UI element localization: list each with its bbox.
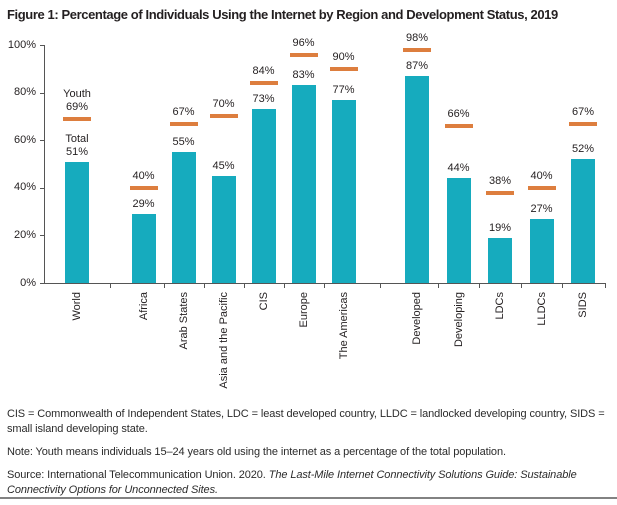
x-tick (605, 283, 606, 288)
y-tick (40, 187, 44, 189)
bar-africa (131, 213, 156, 283)
total-value-label-the-americas: 77% (332, 83, 355, 96)
x-label-text-asia-and-the-pacific: Asia and the Pacific (217, 292, 230, 389)
x-label-text-europe: Europe (297, 292, 310, 328)
bar-arab-states (171, 152, 196, 283)
x-tick (437, 283, 439, 288)
youth-dash-lldcs (527, 185, 556, 190)
y-tick-label: 40% (13, 181, 36, 194)
x-tick (323, 283, 325, 288)
bar-asia-and-the-pacific (211, 175, 236, 283)
y-tick-label: 60% (13, 133, 36, 146)
youth-dash-developing (444, 123, 473, 128)
total-value-label-developing: 44% (447, 162, 470, 175)
x-label-text-lldcs: LLDCs (535, 292, 548, 326)
bar-developing (446, 178, 471, 283)
youth-value-label-arab-states: 67% (172, 105, 195, 118)
total-value-label-ldcs: 19% (488, 221, 512, 234)
source-title: The Last-Mile Internet Connectivity Solu… (7, 469, 577, 496)
bar-world (65, 161, 89, 283)
youth-dash-the-americas (329, 66, 358, 71)
youth-dash-arab-states (169, 121, 198, 126)
y-tick (40, 45, 44, 46)
x-tick (243, 283, 245, 288)
x-label-text-developed: Developed (411, 292, 423, 345)
total-value-label-cis: 73% (252, 93, 275, 106)
x-tick (562, 283, 564, 288)
total-value-label-arab-states: 55% (172, 136, 195, 149)
total-value-label-developed: 87% (405, 59, 429, 72)
youth-value-label-europe: 96% (292, 36, 315, 49)
bar-cis (251, 109, 276, 283)
bar-sids (571, 159, 595, 283)
abbreviations-note: CIS = Commonwealth of Independent States… (7, 408, 605, 435)
x-label-text-world: World (71, 292, 83, 321)
bar-the-americas (331, 99, 356, 283)
youth-value-label-cis: 84% (252, 65, 275, 78)
youth-value-label-asia-and-the-pacific: 70% (212, 98, 235, 111)
youth-value-label-sids: 67% (571, 105, 595, 118)
total-value-label-africa: 29% (132, 197, 155, 210)
y-tick (40, 235, 44, 237)
y-tick (40, 283, 44, 284)
x-label-text-cis: CIS (257, 292, 270, 311)
x-tick (203, 283, 205, 288)
bar-developed (405, 75, 429, 283)
youth-dash-africa (129, 185, 158, 190)
figure-title: Figure 1: Percentage of Individuals Usin… (7, 7, 558, 22)
youth-definition-note: Note: Youth means individuals 15–24 year… (7, 446, 506, 458)
source-note: Source: International Telecommunication … (7, 468, 608, 498)
x-tick (520, 283, 522, 288)
y-tick (40, 92, 44, 94)
x-axis-line (44, 283, 606, 284)
total-value-label-world: Total 51% (65, 132, 89, 158)
total-value-label-sids: 52% (571, 143, 595, 156)
x-tick (283, 283, 285, 288)
youth-dash-developed (403, 47, 431, 52)
youth-dash-cis (249, 81, 278, 86)
youth-value-label-lldcs: 40% (530, 169, 553, 182)
figure-notes: CIS = Commonwealth of Independent States… (7, 407, 608, 505)
source-prefix: Source: International Telecommunication … (7, 469, 269, 481)
youth-value-label-developing: 66% (447, 107, 470, 120)
x-tick (110, 283, 112, 288)
bar-ldcs (488, 237, 512, 283)
x-label-text-developing: Developing (452, 292, 465, 348)
youth-dash-ldcs (486, 190, 514, 195)
x-label-text-africa: Africa (137, 292, 150, 321)
youth-value-label-africa: 40% (132, 169, 155, 182)
youth-dash-asia-and-the-pacific (209, 114, 238, 119)
youth-value-label-developed: 98% (405, 31, 429, 44)
total-value-label-lldcs: 27% (530, 202, 553, 215)
y-tick-label: 0% (20, 276, 36, 289)
youth-value-label-the-americas: 90% (332, 50, 355, 63)
total-value-label-asia-and-the-pacific: 45% (212, 159, 235, 172)
y-tick (40, 140, 44, 142)
youth-value-label-ldcs: 38% (488, 174, 512, 187)
bar-europe (291, 85, 316, 283)
y-tick-label: 100% (7, 38, 36, 51)
y-tick-label: 20% (13, 228, 36, 241)
x-tick (479, 283, 481, 288)
x-label-text-ldcs: LDCs (494, 292, 506, 320)
youth-dash-europe (289, 52, 318, 57)
bar-lldcs (529, 218, 554, 283)
x-label-text-the-americas: The Americas (337, 292, 350, 360)
y-axis-line (44, 45, 45, 283)
bottom-rule (0, 497, 617, 499)
youth-value-label-world: Youth 69% (63, 87, 91, 113)
x-tick (163, 283, 165, 288)
total-value-label-europe: 83% (292, 69, 315, 82)
youth-dash-sids (569, 121, 597, 126)
youth-dash-world (63, 116, 91, 121)
y-tick-label: 80% (13, 86, 36, 99)
x-label-text-arab-states: Arab States (177, 292, 190, 350)
x-label-text-sids: SIDS (577, 292, 589, 318)
x-tick (380, 283, 382, 288)
